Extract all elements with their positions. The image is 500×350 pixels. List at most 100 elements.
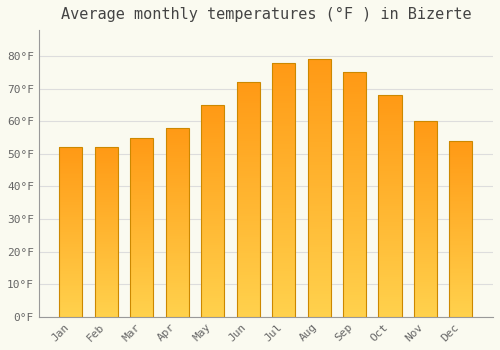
Bar [130,182,154,184]
Bar [272,289,295,292]
Bar [95,151,118,153]
Bar [166,247,189,249]
Bar [450,201,472,202]
Bar [60,252,82,254]
Bar [450,146,472,148]
Bar [201,266,224,268]
Bar [95,164,118,166]
Bar [343,97,366,99]
Bar [378,308,402,310]
Bar [95,171,118,173]
Bar [236,242,260,244]
Bar [308,260,330,263]
Bar [272,141,295,144]
Bar [450,298,472,299]
Bar [308,149,330,152]
Bar [378,284,402,286]
Bar [95,198,118,200]
Bar [95,298,118,300]
Bar [272,307,295,309]
Bar [236,282,260,284]
Bar [450,264,472,266]
Bar [343,94,366,97]
Bar [378,204,402,206]
Bar [95,176,118,178]
Bar [60,239,82,240]
Bar [450,190,472,192]
Bar [414,211,437,213]
Bar [166,230,189,232]
Bar [450,246,472,248]
Bar [450,174,472,176]
Bar [201,105,224,317]
Bar [450,150,472,152]
Bar [343,117,366,119]
Bar [308,90,330,93]
Bar [166,254,189,256]
Bar [60,214,82,215]
Bar [272,73,295,75]
Bar [166,302,189,303]
Bar [450,199,472,201]
Bar [130,272,154,274]
Bar [343,292,366,295]
Bar [378,235,402,237]
Bar [378,277,402,279]
Bar [60,264,82,266]
Bar [272,236,295,238]
Bar [378,208,402,210]
Bar [450,204,472,206]
Bar [201,196,224,198]
Bar [201,308,224,310]
Bar [308,278,330,281]
Bar [95,262,118,264]
Bar [343,270,366,273]
Bar [166,292,189,294]
Bar [343,219,366,222]
Bar [166,166,189,168]
Bar [236,103,260,106]
Bar [130,159,154,161]
Bar [343,236,366,239]
Bar [60,283,82,285]
Bar [272,113,295,116]
Bar [272,134,295,136]
Bar [378,210,402,213]
Bar [414,139,437,141]
Bar [414,256,437,258]
Bar [236,172,260,174]
Bar [414,258,437,260]
Bar [130,290,154,292]
Bar [378,137,402,140]
Bar [95,225,118,227]
Bar [166,184,189,187]
Bar [60,168,82,169]
Bar [308,77,330,80]
Bar [343,287,366,290]
Bar [60,262,82,264]
Bar [95,252,118,254]
Bar [378,257,402,259]
Bar [166,294,189,296]
Bar [450,183,472,185]
Bar [272,91,295,93]
Bar [166,173,189,175]
Bar [166,226,189,228]
Bar [308,124,330,126]
Bar [95,217,118,218]
Bar [272,225,295,228]
Bar [378,173,402,175]
Bar [378,150,402,153]
Bar [166,179,189,181]
Bar [130,143,154,145]
Bar [166,253,189,254]
Bar [414,305,437,307]
Bar [236,82,260,85]
Bar [308,227,330,229]
Bar [95,251,118,252]
Bar [95,313,118,315]
Bar [60,273,82,274]
Bar [343,309,366,312]
Bar [130,281,154,283]
Bar [95,273,118,274]
